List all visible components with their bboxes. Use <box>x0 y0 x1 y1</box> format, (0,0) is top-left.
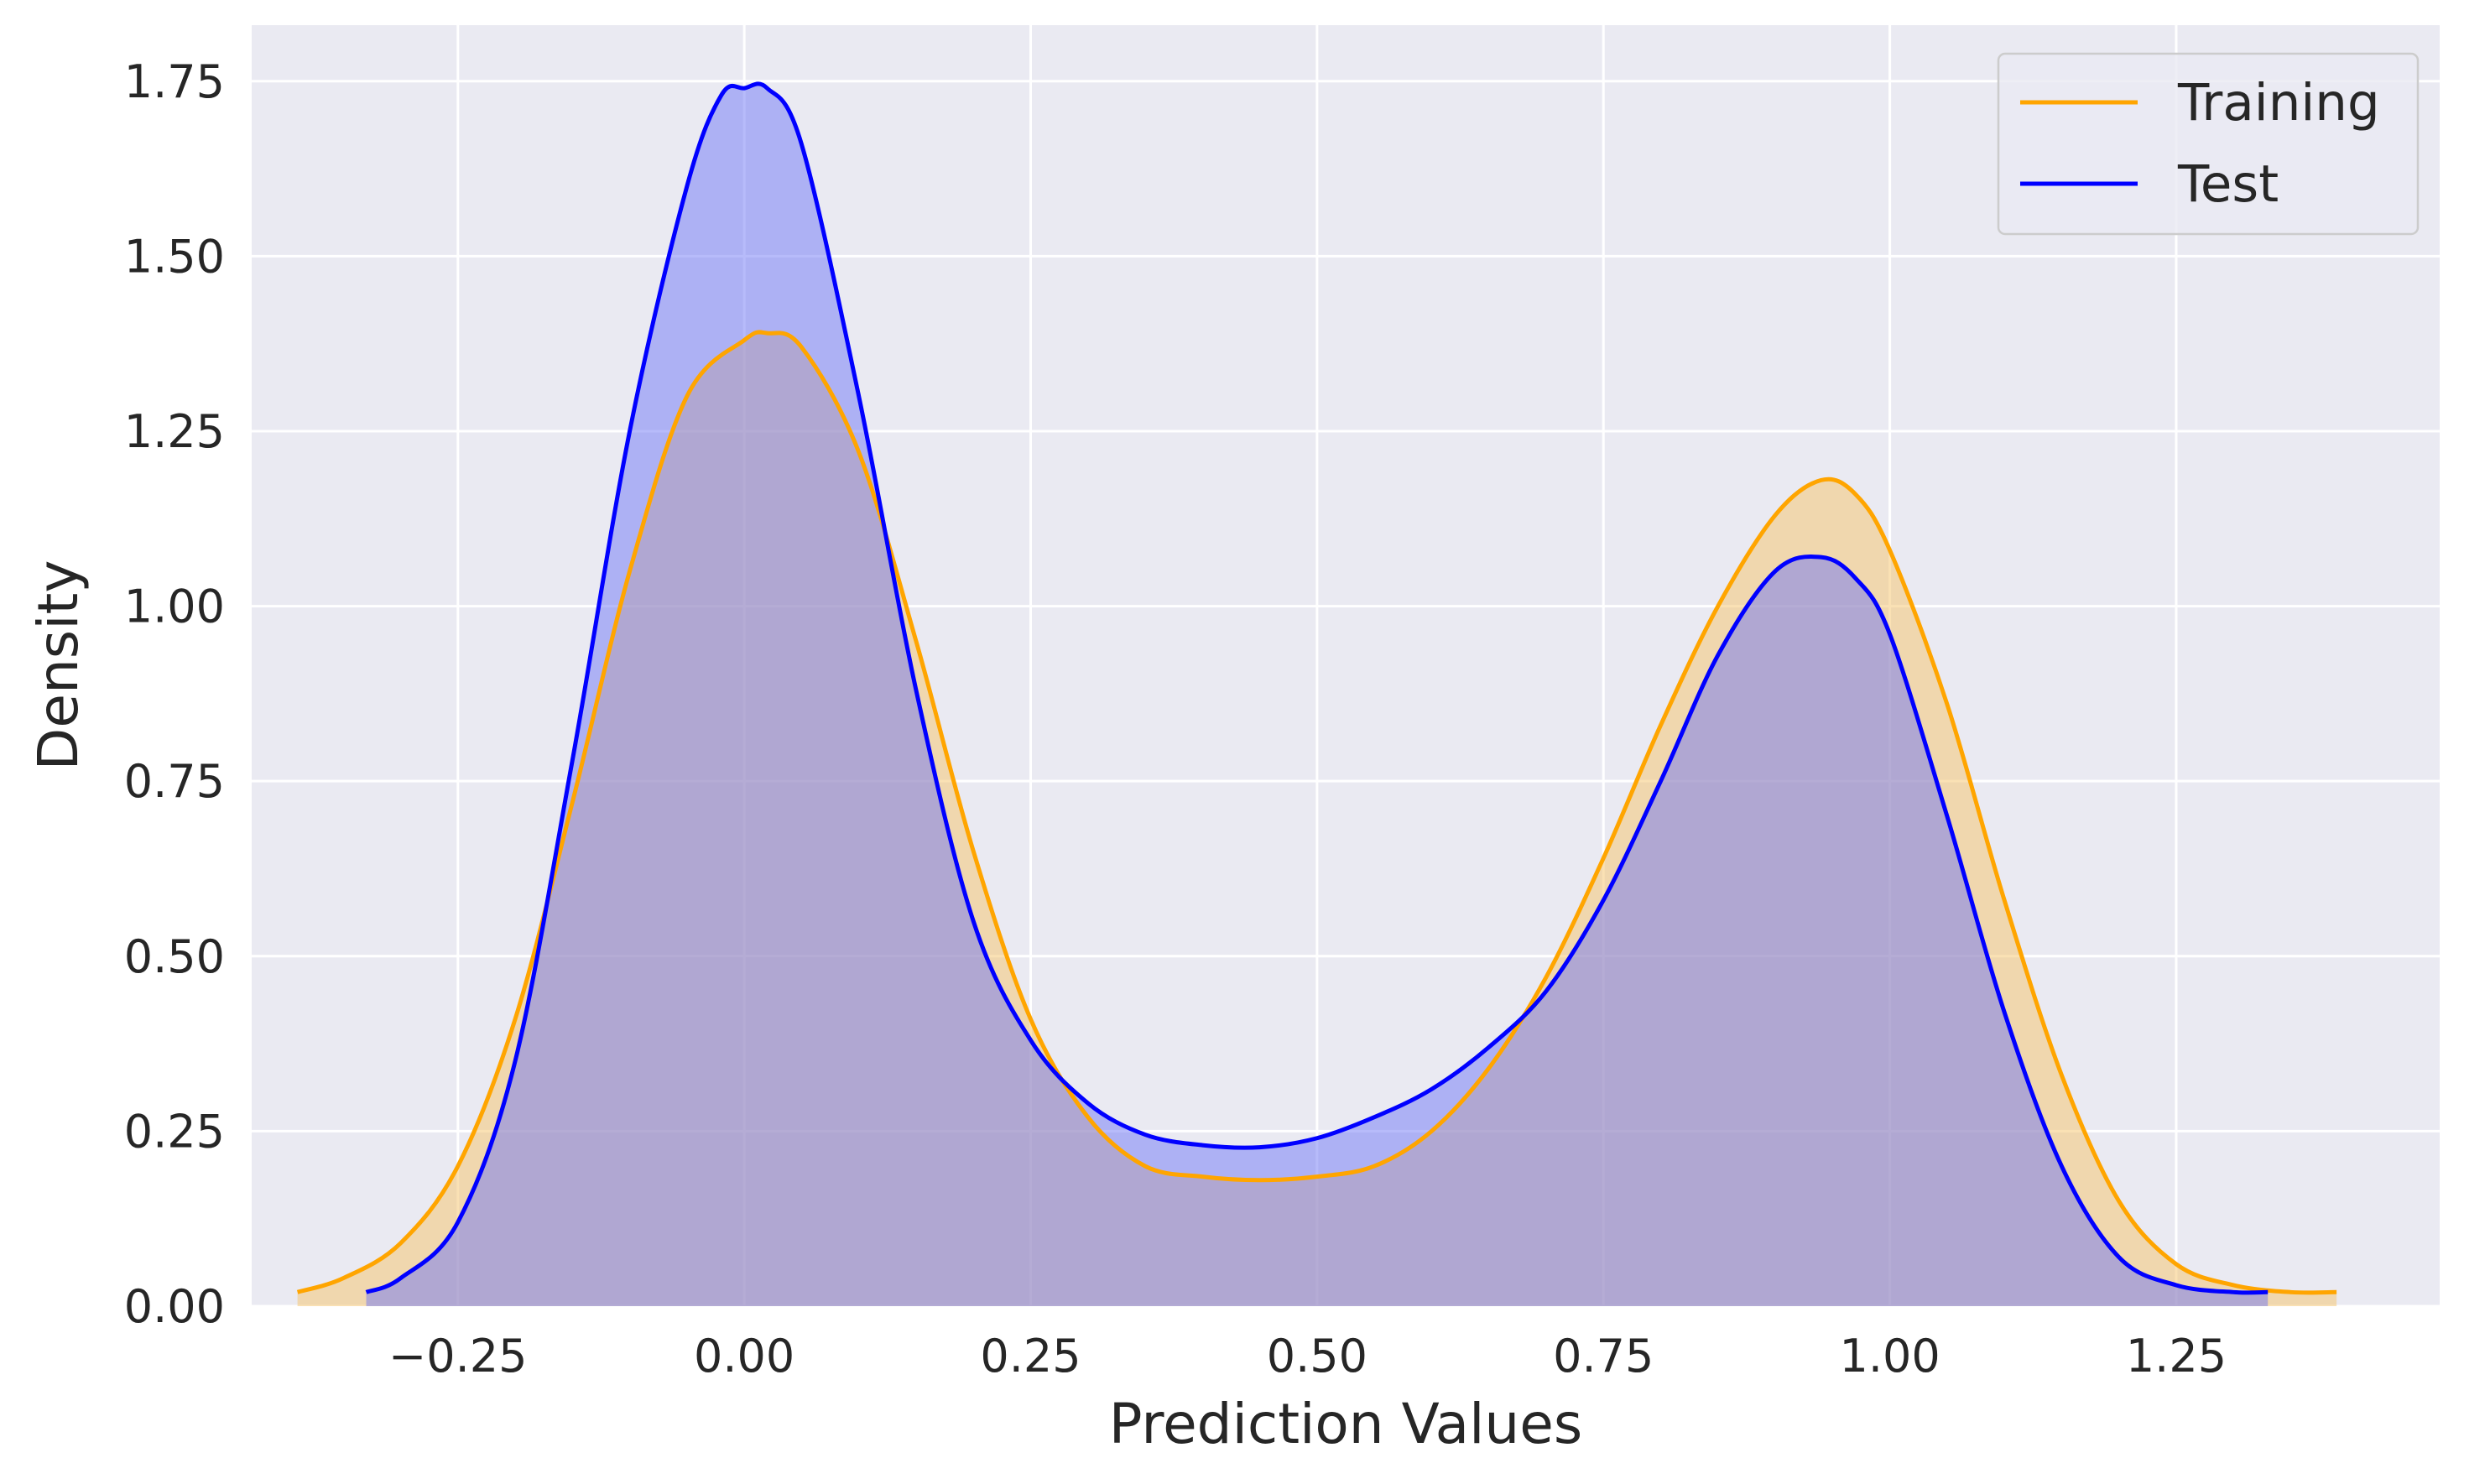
legend: Training Test <box>1997 52 2420 236</box>
y-axis-ticks: 0.00 0.25 0.50 0.75 1.00 1.25 1.50 1.75 <box>124 55 225 1333</box>
x-tick-label: 1.25 <box>2126 1330 2227 1382</box>
area-fills <box>297 83 2337 1306</box>
x-tick-label: −0.25 <box>388 1330 527 1382</box>
series-layer <box>296 81 2337 1306</box>
y-axis-label: Density <box>26 560 91 771</box>
legend-test-label: Test <box>2177 154 2279 214</box>
test-density-line <box>365 81 2269 1295</box>
x-axis-label: Prediction Values <box>1109 1392 1582 1456</box>
legend-frame <box>1997 52 2420 236</box>
y-tick-label: 1.50 <box>124 230 225 283</box>
test-density-area <box>366 83 2269 1306</box>
y-tick-label: 0.50 <box>124 930 225 983</box>
x-tick-label: 0.00 <box>694 1330 794 1382</box>
y-tick-label: 0.00 <box>124 1280 225 1333</box>
x-tick-label: 1.00 <box>1839 1330 1940 1382</box>
y-tick-label: 0.25 <box>124 1105 225 1158</box>
y-tick-label: 1.00 <box>124 581 225 633</box>
y-tick-label: 0.75 <box>124 755 225 808</box>
x-tick-label: 0.25 <box>980 1330 1081 1382</box>
y-tick-label: 1.75 <box>124 55 225 108</box>
x-axis-ticks: −0.25 0.00 0.25 0.50 0.75 1.00 1.25 <box>388 1330 2227 1382</box>
density-lines <box>296 81 2337 1295</box>
x-tick-label: 0.75 <box>1553 1330 1654 1382</box>
legend-training-label: Training <box>2177 73 2380 133</box>
training-density-line <box>296 330 2337 1295</box>
x-tick-label: 0.50 <box>1267 1330 1367 1382</box>
y-tick-label: 1.25 <box>124 405 225 458</box>
